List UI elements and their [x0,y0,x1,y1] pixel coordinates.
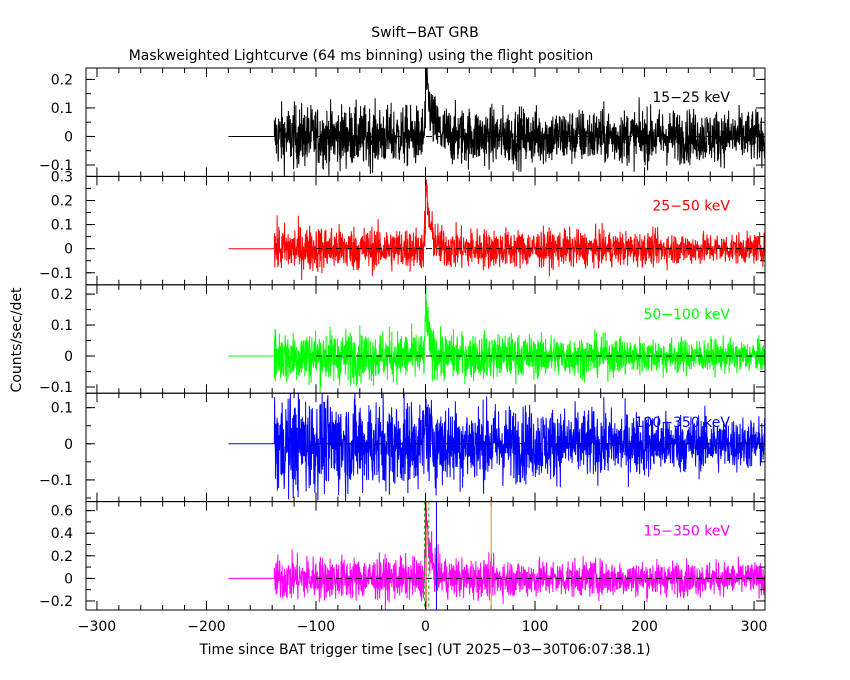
x-axis-label: Time since BAT trigger time [sec] (UT 20… [198,642,650,658]
y-tick-label: 0.2 [51,287,73,303]
panel-3: −0.1 0 0.1 0.2 50−100 keV [39,284,766,396]
band-label: 15−25 keV [652,90,730,106]
y-tick-label: −0.1 [39,473,73,489]
panel-5: −0.2 0 0.2 0.4 0.6 15−350 keV [39,501,766,611]
x-tick-label: 0 [421,619,430,635]
band-label: 100−350 keV [635,415,731,431]
y-tick-label: 0.2 [51,72,73,88]
y-tick-label: −0.1 [39,266,73,282]
band-label: 50−100 keV [643,307,730,323]
lightcurve-3 [228,284,766,393]
y-axis-label: Counts/sec/det [9,287,25,392]
x-axis-ticks: −300 −200 −100 0 100 200 300 [78,619,768,635]
panel-1: −0.1 0 0.1 0.2 15−25 keV [39,67,766,177]
y-tick-label: 0 [64,571,73,587]
panel-2: −0.1 0 0.1 0.2 0.3 25−50 keV [39,169,766,286]
lightcurve-4 [228,393,766,502]
band-label: 15−350 keV [643,524,730,540]
y-tick-label: 0.1 [51,218,73,234]
chart-subtitle: Maskweighted Lightcurve (64 ms binning) … [129,48,594,64]
y-tick-label: −0.1 [39,380,73,396]
x-tick-label: 100 [522,619,549,635]
x-tick-label: 200 [631,619,658,635]
chart-title: Swift−BAT GRB [371,25,478,41]
panels-group: −0.1 0 0.1 0.2 15−25 keV −0.1 0 0.1 0.2 0.3 25−50 … [39,67,766,611]
y-tick-label: 0.1 [51,101,73,117]
lightcurve-1 [228,67,766,177]
y-tick-label: 0.2 [51,549,73,565]
y-tick-label: 0.3 [51,169,73,185]
y-tick-label: 0 [64,437,73,453]
x-tick-label: −300 [78,619,116,635]
y-tick-label: 0.6 [51,504,73,520]
lightcurve-5 [228,501,766,610]
panel-4: −0.1 0 0.1 100−350 keV [39,392,766,503]
y-tick-label: 0 [64,242,73,258]
y-tick-label: 0.1 [51,401,73,417]
y-tick-label: 0.1 [51,318,73,334]
lightcurve-2 [228,176,766,281]
x-tick-label: −200 [187,619,225,635]
y-tick-label: −0.1 [39,158,73,174]
y-tick-label: 0 [64,129,73,145]
x-tick-label: 300 [741,619,768,635]
y-tick-label: 0.4 [51,526,73,542]
y-tick-label: −0.2 [39,594,73,610]
x-tick-label: −100 [297,619,335,635]
y-tick-label: 0 [64,349,73,365]
band-label: 25−50 keV [652,198,730,214]
y-tick-label: 0.2 [51,193,73,209]
